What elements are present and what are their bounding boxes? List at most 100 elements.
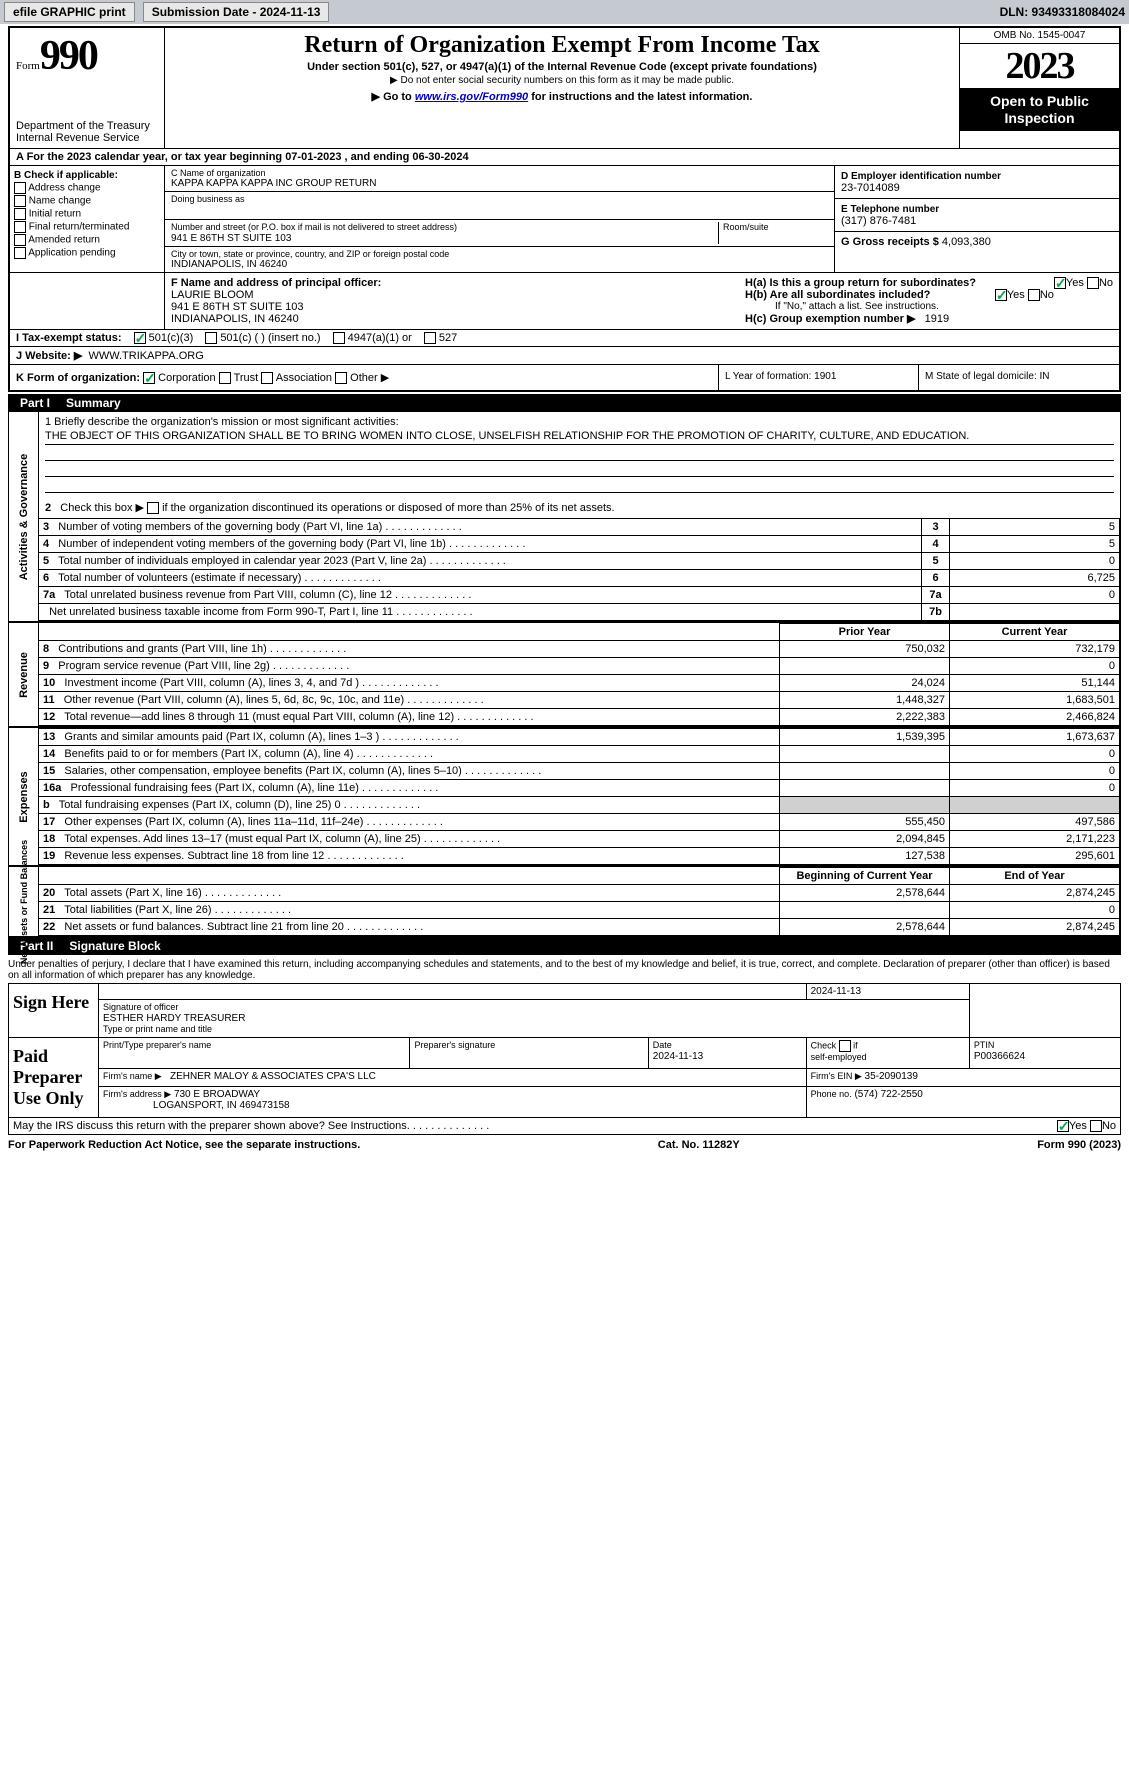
col-b: B Check if applicable: Address change Na… <box>10 166 165 272</box>
sig-date: 2024-11-13 <box>806 984 969 1000</box>
declaration: Under penalties of perjury, I declare th… <box>8 957 1121 983</box>
firm-name: ZEHNER MALOY & ASSOCIATES CPA'S LLC <box>170 1071 376 1082</box>
discuss-text: May the IRS discuss this return with the… <box>13 1120 410 1132</box>
officer-addr1: 941 E 86TH ST SUITE 103 <box>171 301 303 313</box>
firm-addr1: 730 E BROADWAY <box>174 1089 260 1100</box>
chk-corp[interactable] <box>143 372 155 384</box>
chk-other[interactable] <box>335 372 347 384</box>
chk-4947[interactable] <box>333 332 345 344</box>
chk-amended[interactable]: Amended return <box>14 234 160 246</box>
subtitle-2: ▶ Do not enter social security numbers o… <box>173 75 951 86</box>
chk-final[interactable]: Final return/terminated <box>14 221 160 233</box>
chk-501c3[interactable] <box>134 332 146 344</box>
sign-here-label: Sign Here <box>9 984 99 1038</box>
dba-label: Doing business as <box>171 194 245 217</box>
open-public: Open to PublicInspection <box>960 89 1119 131</box>
officer-addr2: INDIANAPOLIS, IN 46240 <box>171 313 299 325</box>
q2-label: 2 Check this box ▶ if the organization d… <box>45 501 1114 514</box>
netassets-table: Beginning of Current YearEnd of Year20 T… <box>39 867 1120 936</box>
subtitle-1: Under section 501(c), 527, or 4947(a)(1)… <box>173 61 951 73</box>
hb-no[interactable] <box>1028 289 1040 301</box>
prep-date: 2024-11-13 <box>653 1051 703 1062</box>
officer-sig-name: ESTHER HARDY TREASURER <box>103 1013 245 1024</box>
org-name: KAPPA KAPPA KAPPA INC GROUP RETURN <box>171 178 828 189</box>
ein-label: D Employer identification number <box>841 171 1001 182</box>
hb-yes[interactable] <box>995 289 1007 301</box>
efile-btn[interactable]: efile GRAPHIC print <box>4 2 135 22</box>
chk-pending[interactable]: Application pending <box>14 247 160 259</box>
firm-phone: (574) 722-2550 <box>854 1089 922 1100</box>
tel-label: E Telephone number <box>841 204 939 215</box>
side-governance: Activities & Governance <box>9 412 39 621</box>
city-label: City or town, state or province, country… <box>171 249 828 259</box>
chk-527[interactable] <box>424 332 436 344</box>
addr-label: Number and street (or P.O. box if mail i… <box>171 222 457 232</box>
row-f-officer: F Name and address of principal officer:… <box>165 273 739 329</box>
row-k: K Form of organization: Corporation Trus… <box>10 365 1119 390</box>
tax-year: 2023 <box>960 44 1119 89</box>
omb-number: OMB No. 1545-0047 <box>960 28 1119 44</box>
part2-header: Part IISignature Block <box>8 937 1121 955</box>
ptin-value: P00366624 <box>974 1051 1025 1062</box>
state-domicile: M State of legal domicile: IN <box>919 365 1119 390</box>
form-number: 990 <box>40 33 97 79</box>
part1-header: Part ISummary <box>8 394 1121 412</box>
name-label: C Name of organization <box>171 168 828 178</box>
form-container: Form990 Department of the Treasury Inter… <box>8 26 1121 392</box>
side-netassets: Net Assets or Fund Balances <box>9 867 39 936</box>
chk-trust[interactable] <box>219 372 231 384</box>
room-label: Room/suite <box>723 222 769 232</box>
tel-value: (317) 876-7481 <box>841 215 916 227</box>
footer-right: Form 990 (2023) <box>1037 1139 1121 1151</box>
mission-text: THE OBJECT OF THIS ORGANIZATION SHALL BE… <box>45 428 1114 445</box>
topbar: efile GRAPHIC print Submission Date - 20… <box>0 0 1129 24</box>
gross-value: 4,093,380 <box>942 236 991 248</box>
ha-yes[interactable] <box>1054 277 1066 289</box>
chk-name[interactable]: Name change <box>14 195 160 207</box>
row-h: H(a) Is this a group return for subordin… <box>739 273 1119 329</box>
row-a: A For the 2023 calendar year, or tax yea… <box>10 149 1119 166</box>
irs-link[interactable]: www.irs.gov/Form990 <box>415 91 528 103</box>
col-b-header: B Check if applicable: <box>14 170 160 181</box>
footer-left: For Paperwork Reduction Act Notice, see … <box>8 1139 360 1151</box>
ein-value: 23-7014089 <box>841 182 900 194</box>
city-value: INDIANAPOLIS, IN 46240 <box>171 259 828 270</box>
form-word: Form <box>16 60 40 72</box>
ha-no[interactable] <box>1087 277 1099 289</box>
gross-label: G Gross receipts $ <box>841 236 939 248</box>
hc-value: 1919 <box>925 313 949 325</box>
firm-ein: 35-2090139 <box>865 1071 918 1082</box>
header-left: Form990 Department of the Treasury Inter… <box>10 28 165 148</box>
footer: For Paperwork Reduction Act Notice, see … <box>0 1137 1129 1153</box>
submission-btn[interactable]: Submission Date - 2024-11-13 <box>143 2 330 22</box>
chk-assoc[interactable] <box>261 372 273 384</box>
expenses-table: 13 Grants and similar amounts paid (Part… <box>39 728 1120 865</box>
year-formation: L Year of formation: 1901 <box>719 365 919 390</box>
col-d: D Employer identification number23-70140… <box>834 166 1119 272</box>
row-i: I Tax-exempt status: 501(c)(3) 501(c) ( … <box>10 330 1119 347</box>
addr-value: 941 E 86TH ST SUITE 103 <box>171 233 291 244</box>
chk-discontinued[interactable] <box>147 502 159 514</box>
header-center: Return of Organization Exempt From Incom… <box>165 28 959 148</box>
chk-address[interactable]: Address change <box>14 182 160 194</box>
link-line: ▶ Go to www.irs.gov/Form990 for instruct… <box>173 90 951 103</box>
chk-501c[interactable] <box>205 332 217 344</box>
discuss-yes[interactable] <box>1057 1120 1069 1132</box>
revenue-table: Prior YearCurrent Year8 Contributions an… <box>39 623 1120 726</box>
officer-name: LAURIE BLOOM <box>171 289 254 301</box>
chk-selfemp[interactable] <box>839 1040 851 1052</box>
firm-addr2: LOGANSPORT, IN 469473158 <box>153 1100 290 1111</box>
chk-initial[interactable]: Initial return <box>14 208 160 220</box>
col-c: C Name of organizationKAPPA KAPPA KAPPA … <box>165 166 834 272</box>
paid-preparer-label: Paid Preparer Use Only <box>9 1038 99 1118</box>
q1-label: 1 Briefly describe the organization's mi… <box>45 416 1114 428</box>
dept-text: Department of the Treasury Internal Reve… <box>16 120 158 144</box>
footer-mid: Cat. No. 11282Y <box>658 1139 740 1151</box>
website: WWW.TRIKAPPA.ORG <box>88 350 203 362</box>
discuss-no[interactable] <box>1090 1120 1102 1132</box>
dln: DLN: 93493318084024 <box>1000 5 1125 19</box>
form-title: Return of Organization Exempt From Incom… <box>173 32 951 59</box>
side-revenue: Revenue <box>9 623 39 726</box>
signature-block: Under penalties of perjury, I declare th… <box>8 957 1121 1135</box>
governance-table: 3 Number of voting members of the govern… <box>39 518 1120 621</box>
